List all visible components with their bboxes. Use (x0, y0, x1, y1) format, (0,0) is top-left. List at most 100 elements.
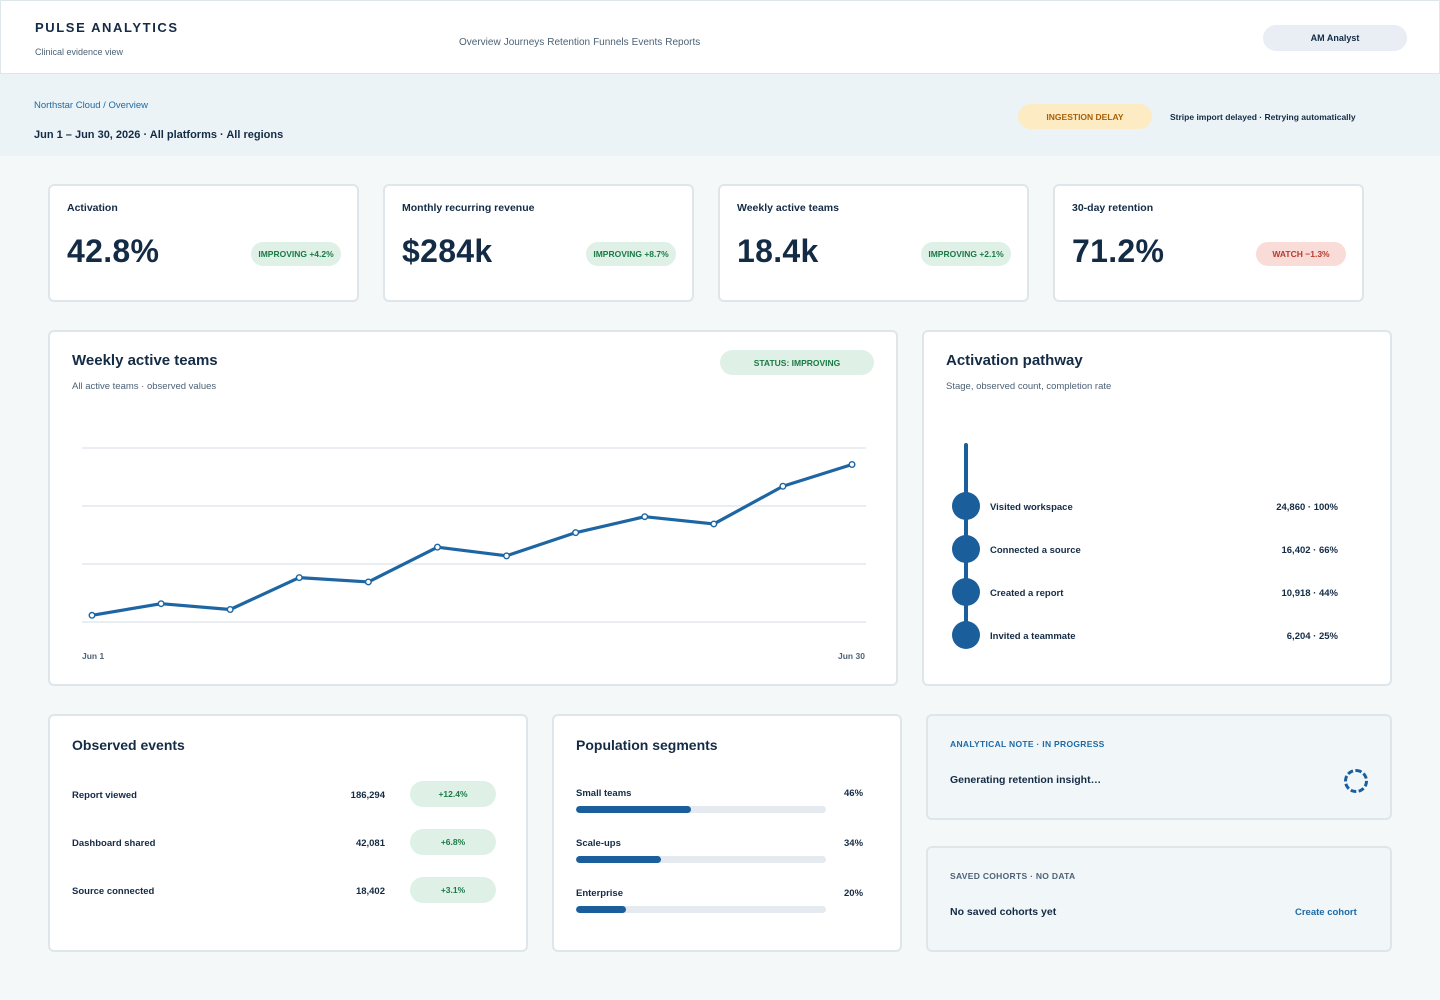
kpi-value: $284k (402, 233, 493, 269)
segment-name: Enterprise (576, 888, 623, 899)
event-name: Source connected (72, 886, 155, 897)
kpi-trend-badge: WATCH −1.3% (1256, 242, 1346, 266)
data-point[interactable] (88, 611, 96, 619)
population-segments-card: Population segments Small teams 46% Scal… (552, 714, 902, 952)
stage-value: 6,204 · 25% (1286, 631, 1338, 642)
stage-marker (952, 578, 980, 606)
segment-bar-fill (576, 856, 661, 863)
stage-name: Invited a teammate (990, 631, 1076, 642)
kpi-trend-badge: IMPROVING +4.2% (251, 242, 341, 266)
data-point[interactable] (226, 606, 234, 614)
event-name: Dashboard shared (72, 838, 156, 849)
kpi-value: 71.2% (1072, 233, 1165, 269)
kpi-card-weekly-active-teams[interactable]: Weekly active teams 18.4k IMPROVING +2.1… (718, 184, 1029, 302)
segment-name: Small teams (576, 788, 632, 799)
segment-bar-fill (576, 906, 626, 913)
activation-pathway-card: Activation pathway Stage, observed count… (922, 330, 1392, 686)
kpi-label: Activation (67, 202, 118, 214)
saved-cohorts-card: SAVED COHORTS · NO DATA No saved cohorts… (926, 846, 1392, 952)
card-title: Activation pathway (946, 352, 1083, 369)
data-point[interactable] (433, 543, 441, 551)
data-point[interactable] (157, 600, 165, 608)
cohorts-status-label: SAVED COHORTS · NO DATA (950, 871, 1076, 881)
segment-bar-track (576, 806, 826, 813)
card-subtitle: Stage, observed count, completion rate (946, 381, 1112, 392)
segment-percent: 46% (844, 788, 864, 799)
segment-bar-track (576, 906, 826, 913)
kpi-label: 30-day retention (1072, 202, 1154, 214)
observed-events-card: Observed events Report viewed 186,294 +1… (48, 714, 528, 952)
data-point[interactable] (641, 513, 649, 521)
segment-name: Scale-ups (576, 838, 621, 849)
breadcrumb-separator: / (100, 100, 109, 111)
card-title: Weekly active teams (72, 352, 218, 369)
breadcrumb: Northstar Cloud / Overview (34, 100, 148, 111)
segment-bar-fill (576, 806, 691, 813)
stage-marker (952, 621, 980, 649)
ingestion-delay-badge: INGESTION DELAY (1018, 104, 1152, 129)
stage-name: Created a report (990, 588, 1064, 599)
kpi-card-retention[interactable]: 30-day retention 71.2% WATCH −1.3% (1053, 184, 1364, 302)
event-count: 186,294 (350, 790, 385, 801)
segment-bar-track (576, 856, 826, 863)
note-message: Generating retention insight… (950, 774, 1102, 786)
stage-marker (952, 492, 980, 520)
line-chart (82, 447, 866, 623)
ingestion-delay-message: Stripe import delayed · Retrying automat… (1170, 112, 1356, 122)
x-axis-end-label: Jun 30 (838, 651, 865, 661)
brand-subtitle: Clinical evidence view (35, 47, 124, 57)
card-subtitle: All active teams · observed values (72, 381, 217, 392)
top-bar: PULSE ANALYTICS Clinical evidence view O… (0, 0, 1440, 74)
event-delta-badge: +3.1% (410, 877, 496, 903)
main-nav: Overview Journeys Retention Funnels Even… (459, 37, 700, 48)
kpi-value: 42.8% (67, 233, 160, 269)
empty-state-message: No saved cohorts yet (950, 906, 1057, 918)
nav-journeys[interactable]: Journeys (503, 37, 545, 48)
stage-value: 10,918 · 44% (1281, 588, 1338, 599)
stage-value: 16,402 · 66% (1281, 545, 1338, 556)
nav-retention[interactable]: Retention (547, 37, 591, 48)
create-cohort-link[interactable]: Create cohort (1295, 907, 1357, 918)
series-line (91, 462, 853, 617)
card-title: Observed events (72, 737, 185, 753)
event-count: 18,402 (355, 886, 385, 897)
event-delta-badge: +6.8% (410, 829, 496, 855)
date-range-filter[interactable]: Jun 1 – Jun 30, 2026 · All platforms · A… (34, 129, 284, 141)
breadcrumb-page[interactable]: Overview (108, 100, 149, 111)
segment-percent: 34% (844, 838, 864, 849)
data-point[interactable] (779, 482, 787, 490)
nav-funnels[interactable]: Funnels (593, 37, 629, 48)
user-menu-button[interactable]: AM Analyst (1263, 25, 1407, 51)
loading-spinner-icon (1344, 769, 1368, 793)
brand-name: PULSE ANALYTICS (35, 20, 179, 35)
analytical-note-card: ANALYTICAL NOTE · IN PROGRESS Generating… (926, 714, 1392, 820)
data-point[interactable] (364, 578, 372, 586)
data-point[interactable] (503, 552, 511, 560)
data-point[interactable] (295, 574, 303, 582)
kpi-card-mrr[interactable]: Monthly recurring revenue $284k IMPROVIN… (383, 184, 694, 302)
weekly-active-teams-card: Weekly active teams All active teams · o… (48, 330, 898, 686)
note-status-label: ANALYTICAL NOTE · IN PROGRESS (950, 739, 1105, 749)
stage-marker (952, 535, 980, 563)
event-delta-badge: +12.4% (410, 781, 496, 807)
nav-overview[interactable]: Overview (459, 37, 501, 48)
stage-value: 24,860 · 100% (1276, 502, 1338, 513)
data-point[interactable] (710, 520, 718, 528)
nav-reports[interactable]: Reports (665, 37, 701, 48)
event-count: 42,081 (355, 838, 385, 849)
kpi-card-activation[interactable]: Activation 42.8% IMPROVING +4.2% (48, 184, 359, 302)
breadcrumb-org[interactable]: Northstar Cloud (34, 100, 101, 111)
x-axis-start-label: Jun 1 (82, 651, 105, 661)
kpi-label: Weekly active teams (737, 202, 839, 214)
segment-percent: 20% (844, 888, 864, 899)
kpi-label: Monthly recurring revenue (402, 202, 535, 214)
status-badge: STATUS: IMPROVING (720, 350, 874, 375)
nav-events[interactable]: Events (631, 37, 663, 48)
kpi-trend-badge: IMPROVING +2.1% (921, 242, 1011, 266)
data-point[interactable] (848, 460, 856, 468)
context-bar: Northstar Cloud / Overview Jun 1 – Jun 3… (0, 74, 1440, 156)
event-name: Report viewed (72, 790, 137, 801)
kpi-trend-badge: IMPROVING +8.7% (586, 242, 676, 266)
data-point[interactable] (572, 529, 580, 537)
card-title: Population segments (576, 737, 718, 753)
